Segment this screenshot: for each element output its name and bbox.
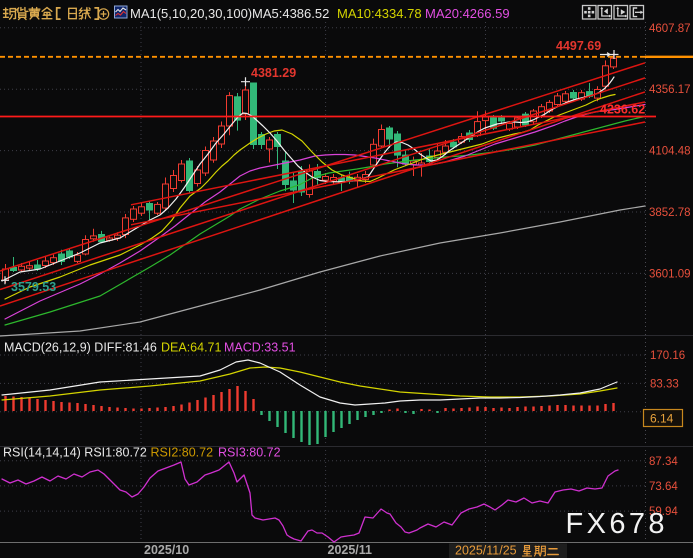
svg-text:4356.17: 4356.17 <box>649 84 691 96</box>
svg-text:4236.62: 4236.62 <box>600 103 645 117</box>
svg-text:3852.78: 3852.78 <box>649 207 691 219</box>
svg-text:59.94: 59.94 <box>649 506 678 518</box>
svg-text:RSI2:80.72: RSI2:80.72 <box>151 446 214 460</box>
svg-text:MA5:4386.52: MA5:4386.52 <box>252 6 329 21</box>
svg-text:MACD(26,12,9) DIFF:81.46: MACD(26,12,9) DIFF:81.46 <box>4 341 157 355</box>
svg-text:MA1(5,10,20,30,100): MA1(5,10,20,30,100) <box>130 6 252 21</box>
svg-text:MA10:4334.78: MA10:4334.78 <box>337 6 422 21</box>
svg-text:3579.53: 3579.53 <box>11 280 56 294</box>
svg-text:3601.09: 3601.09 <box>649 268 691 280</box>
svg-text:MACD:33.51: MACD:33.51 <box>224 341 296 355</box>
svg-text:RSI3:80.72: RSI3:80.72 <box>218 446 281 460</box>
svg-text:2025/11/25: 2025/11/25 <box>455 544 517 558</box>
svg-text:73.64: 73.64 <box>649 481 678 493</box>
svg-text:6.14: 6.14 <box>650 412 674 426</box>
svg-text:4381.29: 4381.29 <box>251 66 296 80</box>
svg-text:170.16: 170.16 <box>650 350 685 362</box>
svg-text:83.33: 83.33 <box>650 379 679 391</box>
svg-text:4607.87: 4607.87 <box>649 23 691 35</box>
svg-text:4497.69: 4497.69 <box>556 39 601 53</box>
svg-text:87.34: 87.34 <box>649 456 678 468</box>
svg-text:RSI(14,14,14) RSI1:80.72: RSI(14,14,14) RSI1:80.72 <box>3 446 147 460</box>
svg-text:DEA:64.71: DEA:64.71 <box>161 341 222 355</box>
svg-text:2025/11: 2025/11 <box>328 543 373 557</box>
svg-text:4104.48: 4104.48 <box>649 146 691 158</box>
svg-text:MA20:4266.59: MA20:4266.59 <box>425 6 510 21</box>
svg-text:FX678: FX678 <box>566 508 668 540</box>
svg-text:2025/10: 2025/10 <box>144 543 189 557</box>
